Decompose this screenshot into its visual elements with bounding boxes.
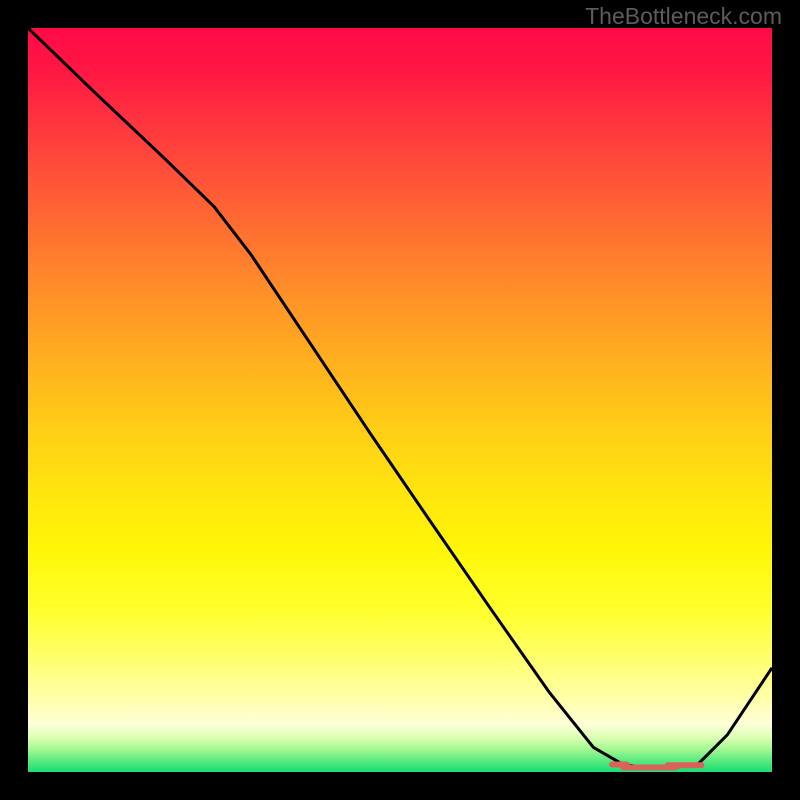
watermark-text: TheBottleneck.com: [585, 3, 782, 30]
plot-background: [28, 28, 772, 772]
chart-svg: [0, 0, 800, 800]
chart-container: TheBottleneck.com: [0, 0, 800, 800]
optimal-zone-markers: [612, 765, 701, 768]
